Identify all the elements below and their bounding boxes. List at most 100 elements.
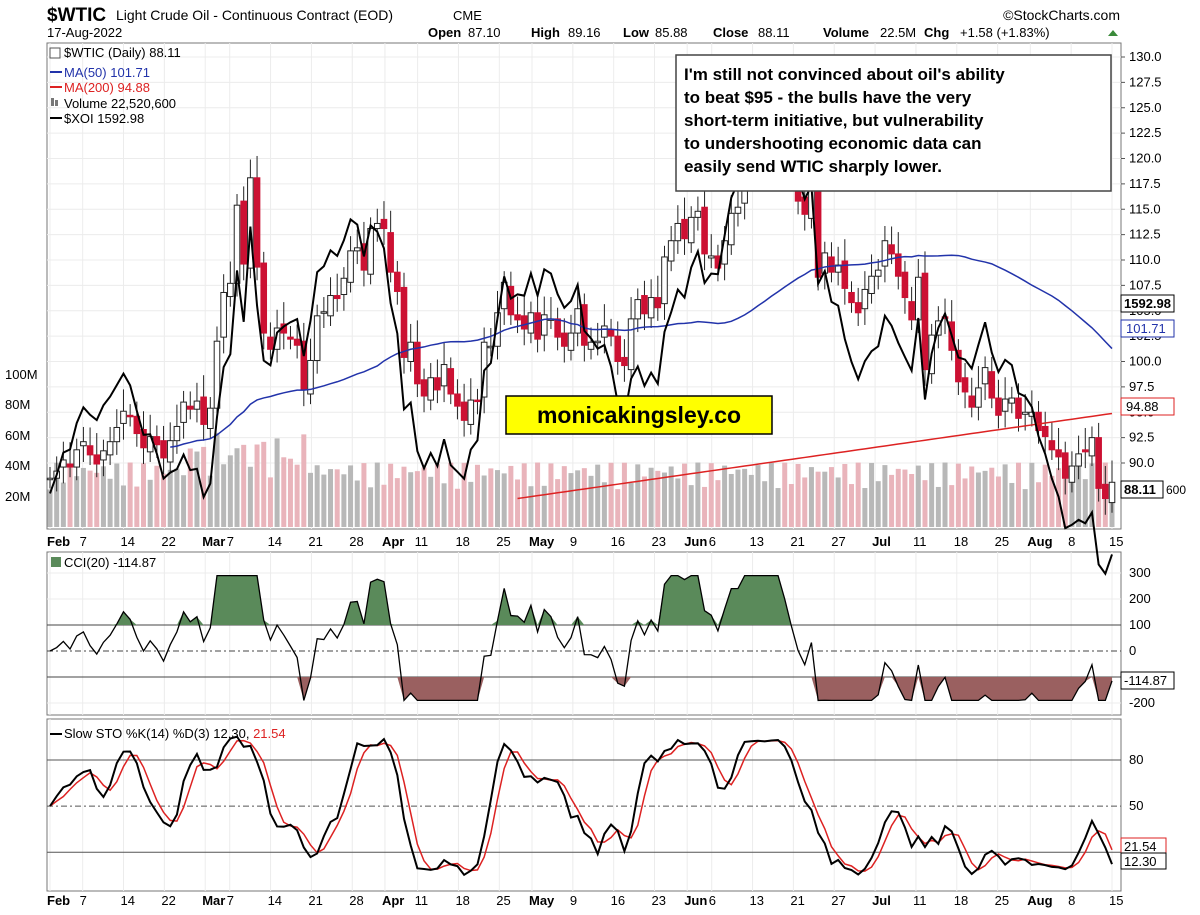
volume-bar <box>414 471 420 527</box>
svg-text:600: 600 <box>1166 483 1186 497</box>
volume-bar <box>468 481 474 527</box>
volume-bar <box>902 469 908 527</box>
symbol-description: Light Crude Oil - Continuous Contract (E… <box>116 7 393 23</box>
volume-bar <box>495 470 501 527</box>
cci-tick-label: -200 <box>1129 695 1155 710</box>
volume-bar <box>735 469 741 527</box>
volume-bar <box>87 470 93 527</box>
volume-bar <box>1036 482 1042 527</box>
x-tick-label: 7 <box>80 534 87 549</box>
svg-text:short-term initiative, but vul: short-term initiative, but vulnerability <box>684 111 984 130</box>
volume-bar <box>742 468 748 527</box>
svg-text:to undershooting economic data: to undershooting economic data can <box>684 134 982 153</box>
volume-bar <box>80 467 86 527</box>
x-tick-label: 27 <box>831 534 845 549</box>
x-tick-label-bottom: Mar <box>202 893 225 908</box>
candle-body <box>727 212 735 246</box>
volume-bar <box>274 438 280 527</box>
x-tick-label-bottom: 18 <box>954 893 968 908</box>
ma50-line <box>170 254 1113 448</box>
x-tick-label: 9 <box>570 534 577 549</box>
price-tick-label: 130.0 <box>1129 49 1162 64</box>
volume-bar <box>555 479 561 527</box>
watermark: monicakingsley.co <box>505 395 773 435</box>
candle-body <box>674 222 682 242</box>
volume-bar <box>621 462 627 527</box>
price-tick-label: 110.0 <box>1129 252 1161 267</box>
volume-bar <box>54 462 60 527</box>
candle-body <box>213 340 221 409</box>
cci-tick-label: 200 <box>1129 591 1151 606</box>
volume-bar <box>1049 475 1055 527</box>
candle-body <box>86 445 94 456</box>
volume-bar <box>488 468 494 527</box>
x-tick-label: 14 <box>121 534 135 549</box>
x-tick-label: 8 <box>1068 534 1075 549</box>
volume-bar <box>828 467 834 527</box>
x-tick-label: Feb <box>47 534 70 549</box>
x-tick-label-bottom: 21 <box>308 893 322 908</box>
svg-text:+1.58 (+1.83%): +1.58 (+1.83%) <box>960 25 1050 40</box>
svg-text:88.11: 88.11 <box>758 25 790 40</box>
x-tick-label-bottom: 25 <box>995 893 1009 908</box>
candle-body <box>540 314 548 336</box>
candle-body <box>841 260 849 289</box>
volume-bar <box>702 486 708 527</box>
candle-body <box>614 335 622 362</box>
volume-bar <box>515 479 521 527</box>
svg-text:CCI(20) -114.87: CCI(20) -114.87 <box>64 555 156 570</box>
candle-body <box>173 425 181 442</box>
volume-bar <box>448 462 454 527</box>
svg-text:87.10: 87.10 <box>468 25 501 40</box>
volume-bar <box>227 455 233 527</box>
x-tick-label: 16 <box>611 534 625 549</box>
x-tick-label-bottom: 9 <box>570 893 577 908</box>
volume-bar <box>421 467 427 527</box>
x-tick-label-bottom: 15 <box>1109 893 1123 908</box>
candle-body <box>1081 449 1089 453</box>
candle-body <box>460 401 468 421</box>
x-tick-label-bottom: 11 <box>415 893 429 908</box>
x-tick-label-bottom: 7 <box>80 893 87 908</box>
x-tick-label-bottom: 14 <box>268 893 282 908</box>
uptrend-triangle-icon <box>1108 30 1118 36</box>
candle-body <box>694 210 702 218</box>
candle-body <box>854 302 862 314</box>
volume-bar <box>608 462 614 527</box>
x-tick-label-bottom: 8 <box>1068 893 1075 908</box>
x-tick-label-bottom: Jul <box>872 893 891 908</box>
volume-bar <box>895 468 901 527</box>
svg-text:easily send WTIC sharply lower: easily send WTIC sharply lower. <box>684 157 942 176</box>
sto-legend: Slow STO %K(14) %D(3) 12.30, 21.54 <box>50 726 286 741</box>
svg-text:Low: Low <box>623 25 650 40</box>
volume-bar <box>688 485 694 527</box>
sto-k-line <box>49 735 1113 877</box>
svg-text:-114.87: -114.87 <box>1124 673 1167 688</box>
volume-bar <box>254 444 260 527</box>
candle-body <box>687 216 695 244</box>
candle-body <box>474 399 481 403</box>
volume-bar <box>641 476 647 527</box>
volume-bar <box>989 467 995 527</box>
volume-bar <box>381 484 387 527</box>
candle-body <box>661 256 668 305</box>
candle-body <box>681 218 688 240</box>
candle-body <box>307 359 314 395</box>
x-tick-label: 22 <box>161 534 175 549</box>
candle-body <box>961 377 969 393</box>
candle-body <box>1055 449 1062 458</box>
candle-body <box>220 291 227 338</box>
volume-bar <box>328 469 334 527</box>
volume-bar <box>521 463 527 527</box>
volume-bar <box>67 464 73 527</box>
x-tick-label: 28 <box>349 534 363 549</box>
volume-bar <box>361 463 367 527</box>
candle-body <box>454 393 461 407</box>
candle-body <box>901 271 909 299</box>
svg-text:88.11: 88.11 <box>1124 482 1156 497</box>
volume-bar <box>568 473 574 527</box>
sto-tick-label: 80 <box>1129 752 1143 767</box>
candle-body <box>587 341 595 350</box>
volume-bar <box>1069 473 1075 527</box>
x-tick-label: May <box>529 534 555 549</box>
